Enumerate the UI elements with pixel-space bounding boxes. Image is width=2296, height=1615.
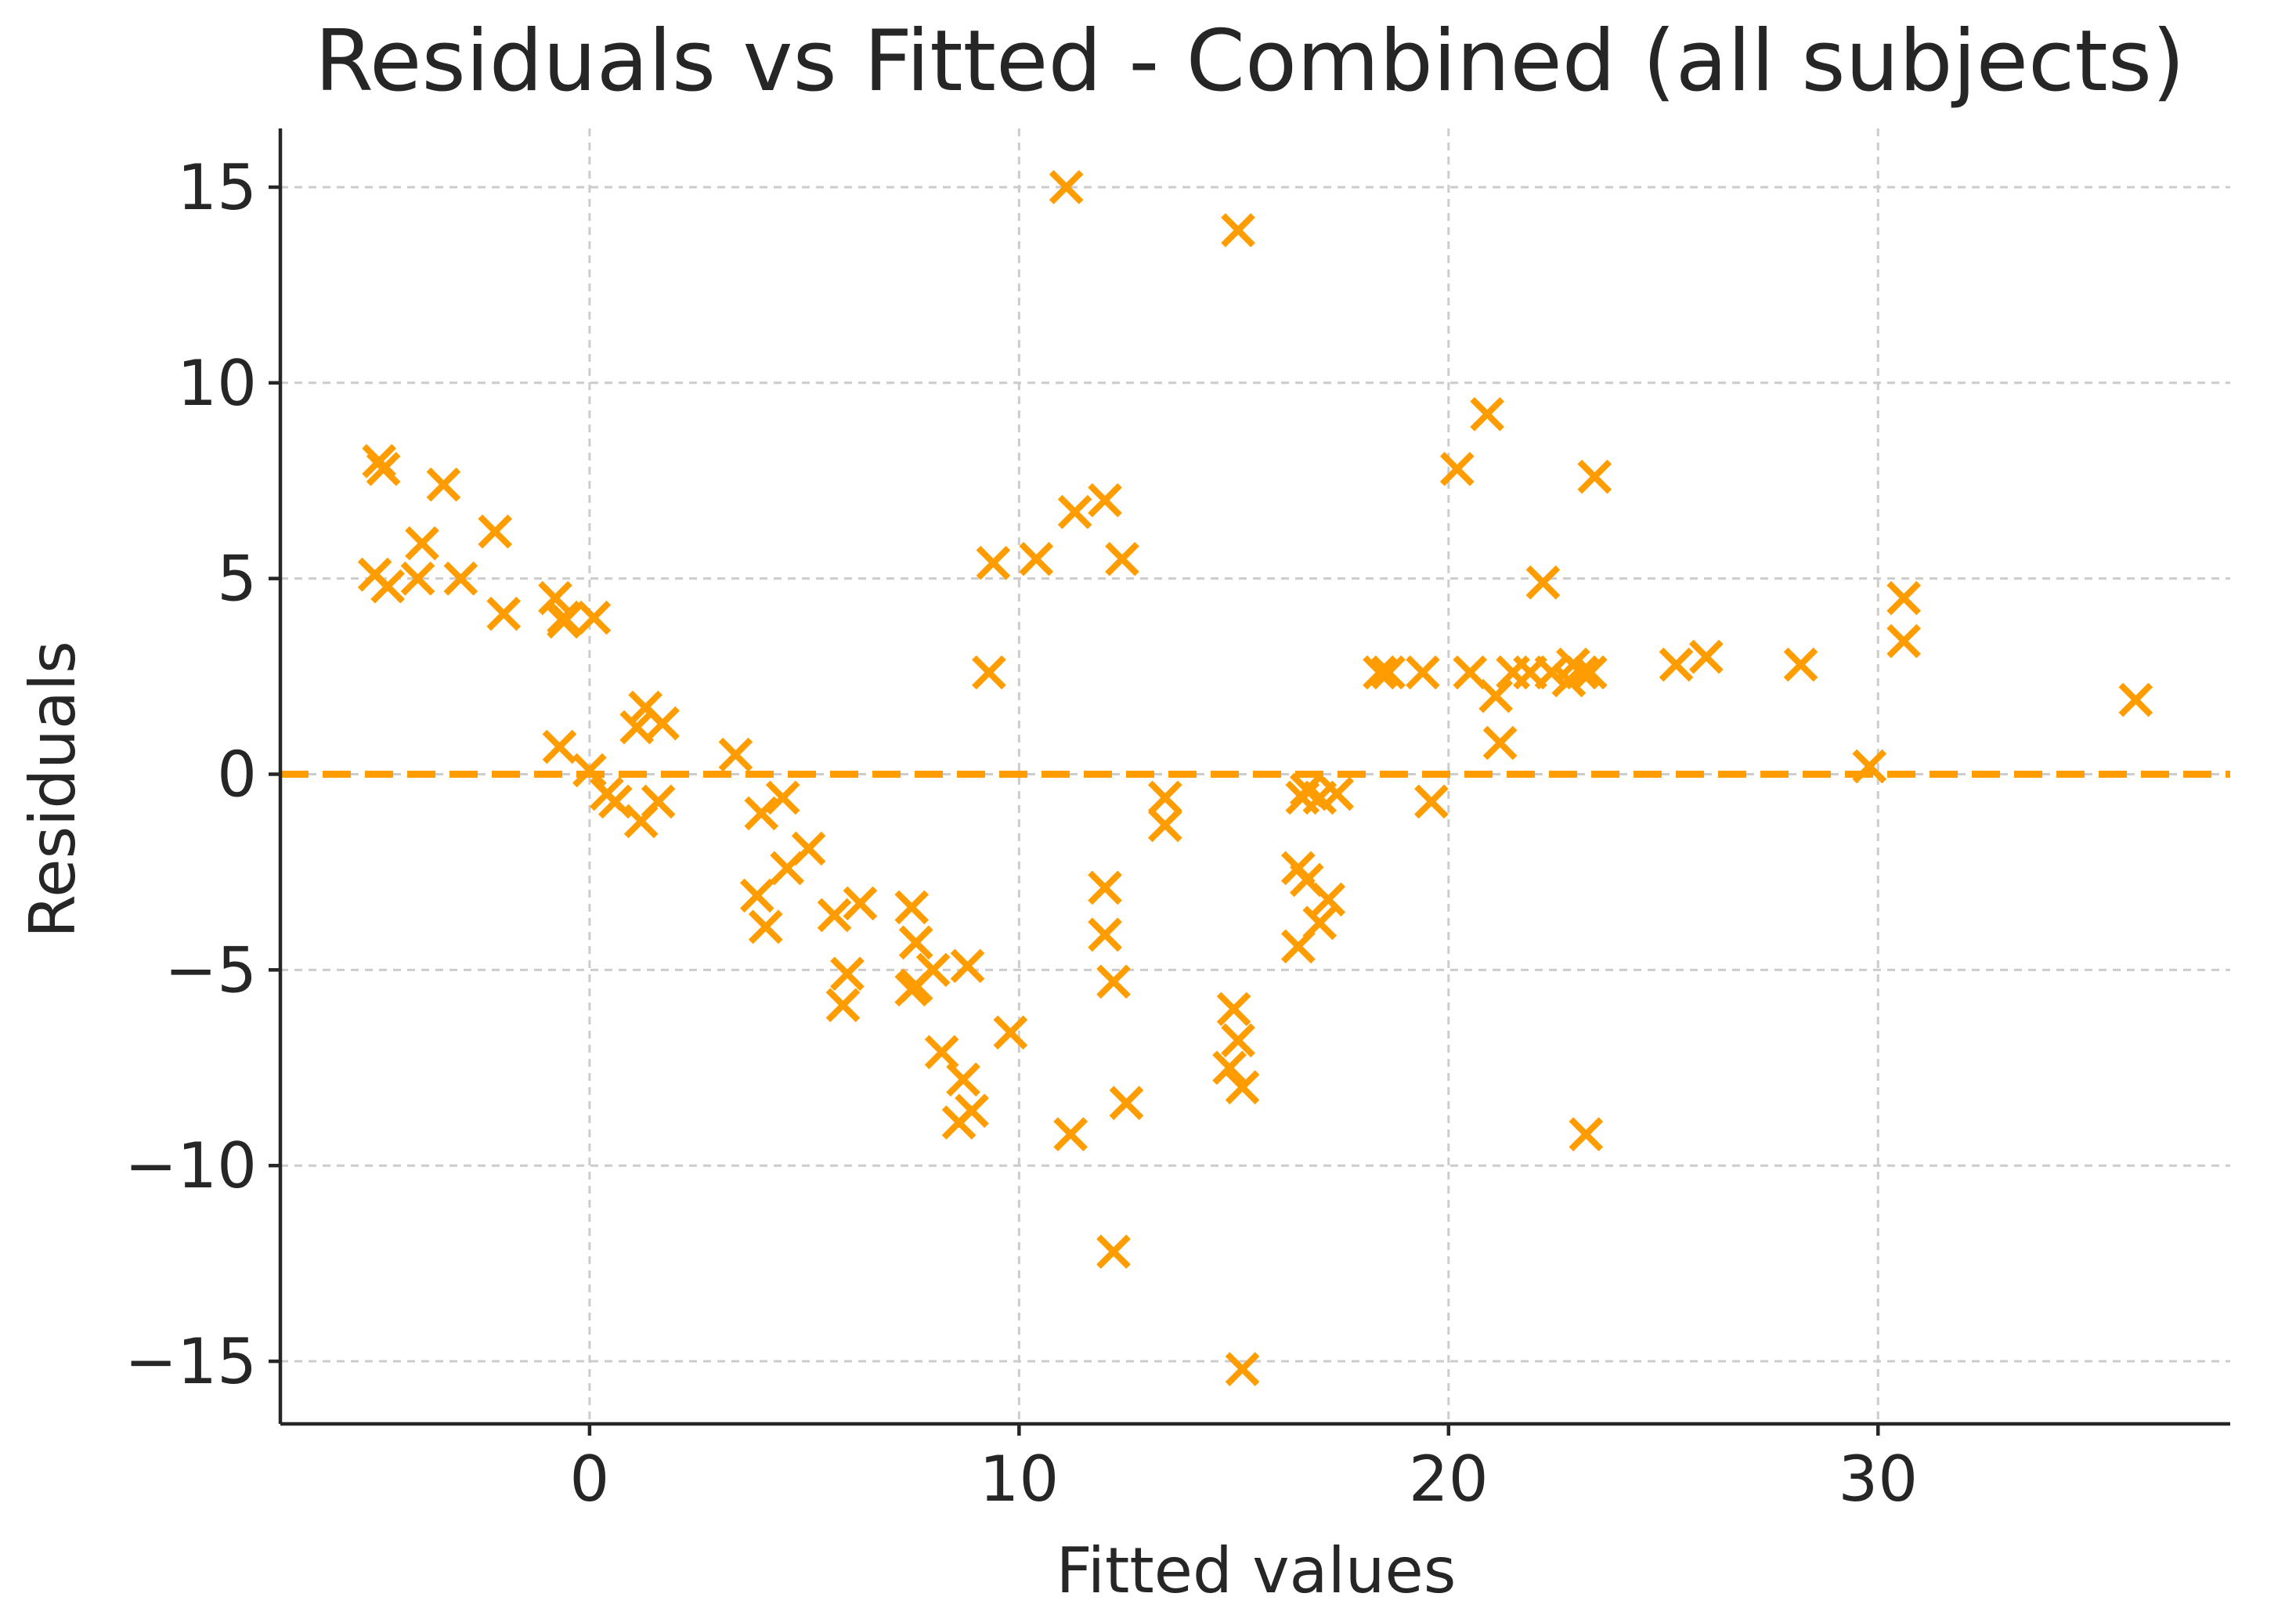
data-point [976, 545, 1011, 580]
data-point [1439, 451, 1475, 486]
x-tick-label: 20 [1409, 1443, 1489, 1516]
data-point [478, 514, 513, 549]
data-point [1406, 655, 1440, 690]
data-point [1482, 725, 1518, 761]
data-point [572, 753, 607, 788]
data-point [1564, 655, 1599, 690]
data-point [1105, 541, 1139, 576]
data-point [426, 467, 461, 502]
data-point [542, 729, 577, 764]
data-point [597, 784, 633, 819]
data-point [765, 780, 800, 815]
data-point [370, 569, 405, 604]
data-point [1689, 639, 1724, 674]
y-tick-label: 10 [177, 347, 257, 420]
data-point [443, 561, 478, 596]
data-point [1221, 213, 1255, 247]
data-point [744, 796, 779, 831]
data-point [1478, 678, 1513, 714]
x-tick-label: 30 [1838, 1443, 1918, 1516]
data-point [1659, 647, 1694, 682]
data-point [1225, 1070, 1260, 1105]
data-point [898, 925, 933, 960]
data-point [1147, 780, 1182, 815]
data-point [1311, 882, 1346, 917]
data-point [1109, 1086, 1144, 1121]
x-axis-label: Fitted values [1056, 1534, 1457, 1607]
data-point [1886, 623, 1922, 659]
data-point [1577, 459, 1612, 494]
data-point [1525, 565, 1561, 600]
data-point [1212, 1050, 1247, 1086]
data-point [817, 898, 852, 933]
data-point [1886, 580, 1922, 616]
data-point [547, 604, 581, 639]
data-point [1088, 482, 1122, 518]
data-point [1281, 929, 1316, 964]
data-point [1147, 808, 1182, 843]
data-point [1221, 1023, 1255, 1058]
y-tick-label: −15 [125, 1325, 257, 1398]
data-point [1225, 1352, 1260, 1386]
data-point [405, 526, 439, 561]
data-point [1534, 655, 1569, 690]
data-point [739, 878, 774, 913]
data-point [1096, 1234, 1131, 1269]
chart-title: Residuals vs Fitted - Combined (all subj… [315, 13, 2185, 110]
data-point [400, 561, 435, 596]
data-point [748, 909, 783, 945]
data-point [1019, 541, 1054, 576]
data-point [843, 886, 878, 921]
data-point [641, 784, 676, 819]
data-point [993, 1015, 1028, 1050]
data-point [894, 890, 930, 925]
data-point [1783, 647, 1818, 682]
data-point [1414, 784, 1449, 819]
data-point [1216, 992, 1251, 1027]
data-point [950, 948, 985, 984]
x-tick-label: 0 [569, 1443, 609, 1516]
y-tick-label: 0 [217, 739, 257, 811]
data-point [1096, 964, 1131, 999]
data-point [538, 580, 572, 616]
data-point [486, 596, 522, 631]
data-point [1088, 870, 1122, 905]
y-tick-label: −5 [164, 934, 257, 1006]
data-point [1371, 655, 1406, 690]
data-point [2118, 682, 2153, 717]
y-tick-label: 15 [177, 151, 257, 224]
data-point [1057, 494, 1092, 529]
data-point [576, 600, 612, 635]
data-point [1319, 776, 1355, 811]
data-point [894, 972, 930, 1007]
data-point [1049, 170, 1084, 204]
data-point [718, 737, 753, 772]
y-tick-label: −10 [125, 1129, 257, 1202]
data-point [1569, 1117, 1604, 1152]
data-point [1088, 917, 1122, 952]
y-axis-label: Residuals [16, 641, 89, 938]
data-point [1470, 396, 1504, 432]
data-point [366, 451, 401, 486]
y-tick-label: 5 [217, 543, 257, 616]
data-point [1363, 655, 1397, 690]
data-point [645, 706, 680, 741]
axis-ticks: 0 10 20 30 15 10 5 0 −5 −10 −15 [125, 151, 1918, 1516]
data-point [825, 988, 861, 1023]
data-point [1852, 749, 1887, 784]
data-point [924, 1035, 959, 1070]
x-tick-label: 10 [979, 1443, 1059, 1516]
data-point [1572, 655, 1608, 690]
data-point [770, 851, 805, 886]
data-points [357, 170, 2153, 1386]
data-point [830, 956, 865, 992]
data-point [972, 655, 1006, 690]
data-point [946, 1062, 980, 1097]
data-point [941, 1105, 977, 1140]
data-point [1053, 1117, 1088, 1152]
